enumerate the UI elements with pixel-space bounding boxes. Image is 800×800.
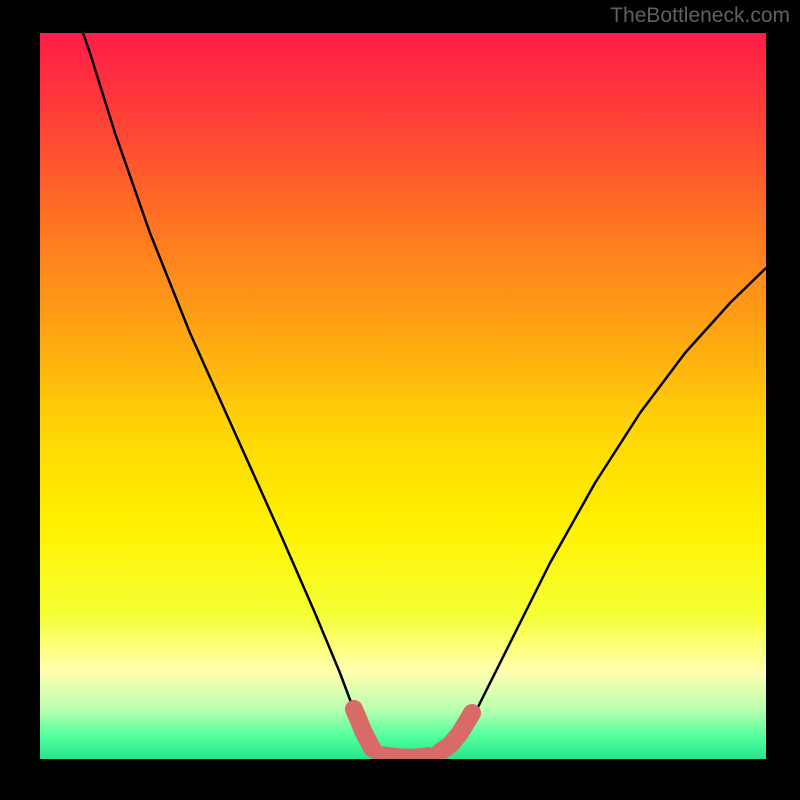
plot-area [40,33,766,759]
chart-container: TheBottleneck.com [0,0,800,800]
watermark-text: TheBottleneck.com [610,4,790,28]
gradient-background [40,33,766,759]
chart-svg [40,33,766,759]
highlight-segment-1 [380,755,428,758]
